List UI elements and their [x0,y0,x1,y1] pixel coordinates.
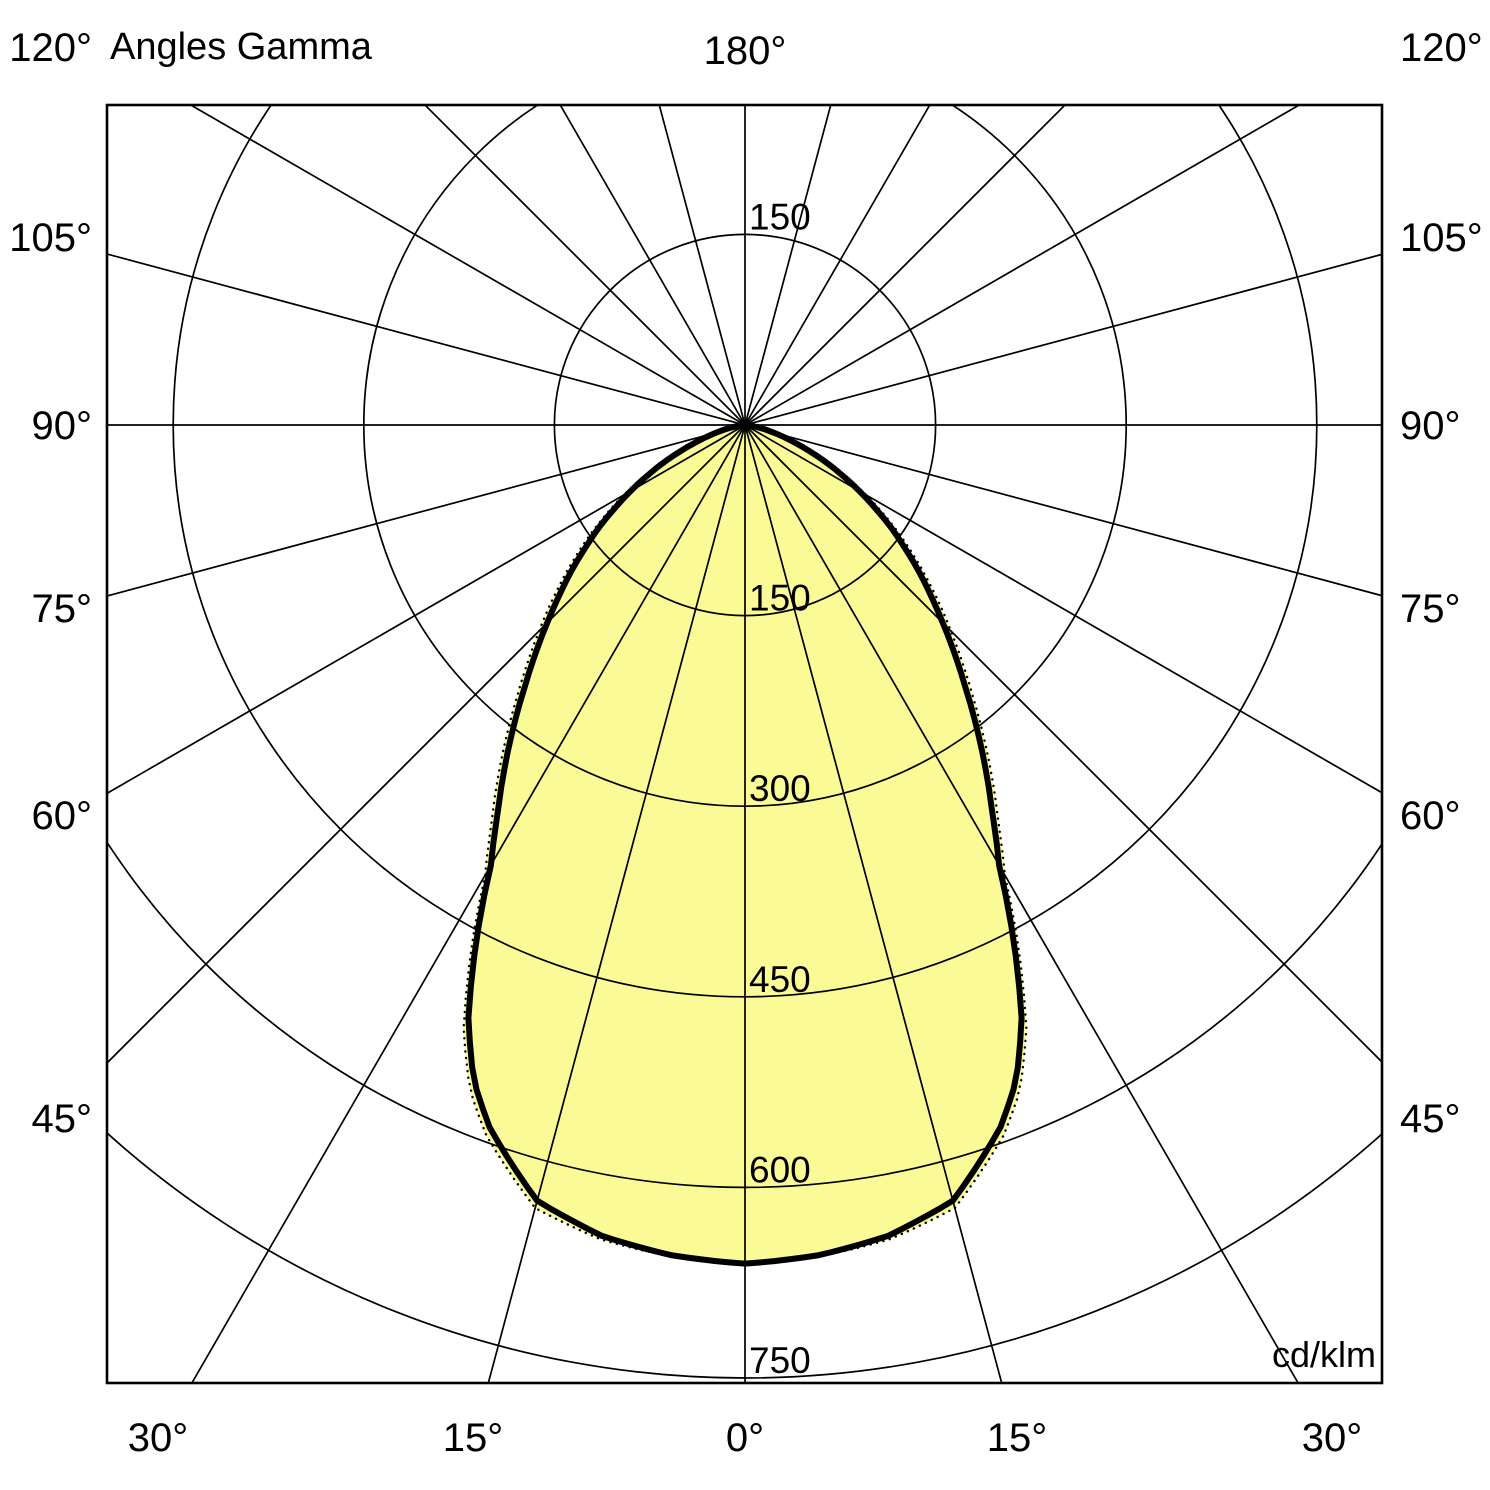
radial-tick-label: 150 [749,578,811,619]
radial-tick-label: 300 [749,768,811,809]
gamma-label-right: 105° [1400,216,1483,260]
gamma-label-left: 90° [32,404,93,448]
radial-tick-label: 600 [749,1149,811,1190]
plot-border [105,103,1384,1385]
gamma-label-right: 75° [1400,587,1461,631]
unit-label: cd/klm [1271,1334,1376,1375]
gamma-label-right: 120° [1400,26,1483,70]
gamma-label-bottom: 15° [987,1416,1048,1460]
gamma-label-right: 90° [1400,404,1461,448]
radial-tick-label: 750 [749,1340,811,1381]
chart-title: Angles Gamma [110,26,372,68]
gamma-label-bottom: 30° [128,1416,189,1460]
gamma-label-right: 60° [1400,794,1461,838]
gamma-label-bottom: 0° [726,1416,764,1460]
radial-tick-label-upper: 150 [749,196,811,237]
gamma-label-bottom: 30° [1302,1416,1363,1460]
gamma-label-left: 60° [32,794,93,838]
gamma-label-top: 180° [704,29,787,73]
gamma-label-left: 105° [9,216,92,260]
gamma-label-left: 120° [9,26,92,70]
radial-tick-label: 450 [749,959,811,1000]
gamma-label-left: 75° [32,587,93,631]
radial-gridline [487,105,832,1383]
gamma-label-left: 45° [32,1097,93,1141]
gamma-label-right: 45° [1400,1097,1461,1141]
gamma-label-bottom: 15° [443,1416,504,1460]
